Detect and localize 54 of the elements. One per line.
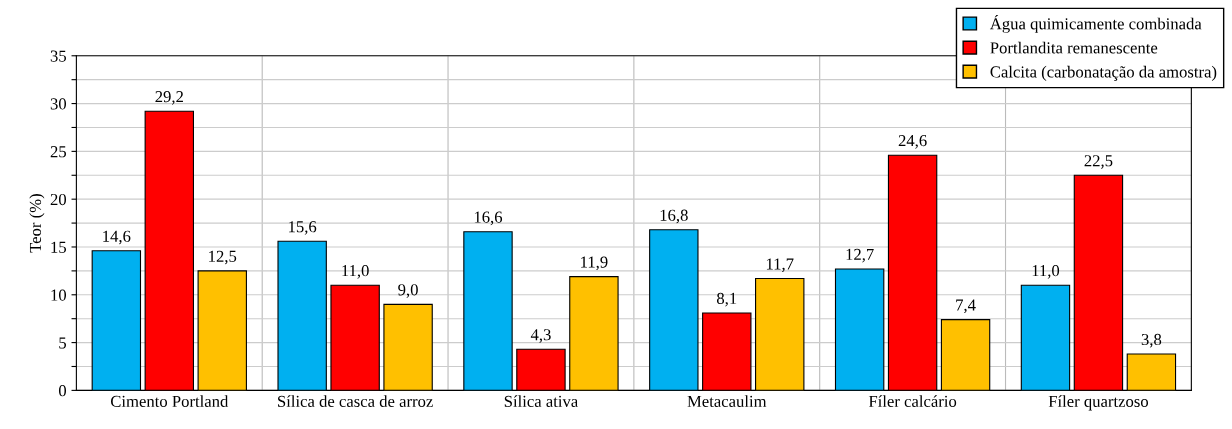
data-label: 14,6 bbox=[103, 230, 131, 245]
legend-label: Calcita (carbonatação da amostra) bbox=[990, 65, 1217, 81]
legend-label: Portlandita remanescente bbox=[990, 41, 1158, 54]
bar bbox=[887, 154, 938, 391]
data-label: 22,5 bbox=[1084, 155, 1113, 169]
bar bbox=[1126, 353, 1177, 391]
x-tick-label: Sílica ativa bbox=[504, 395, 578, 407]
data-label: 4,3 bbox=[530, 329, 551, 343]
bar bbox=[277, 240, 327, 391]
legend-label: Água quimicamente combinada bbox=[989, 15, 1202, 33]
x-tick-label: Fíler quartzoso bbox=[1048, 395, 1149, 411]
data-label: 3,8 bbox=[1141, 333, 1162, 348]
bar bbox=[649, 229, 699, 391]
data-label: 12,7 bbox=[846, 248, 874, 263]
x-tick-label: Fíler calcário bbox=[868, 395, 957, 407]
bar bbox=[516, 348, 566, 391]
bar bbox=[755, 277, 805, 391]
data-label: 16,8 bbox=[660, 209, 688, 224]
y-tick-label: 0 bbox=[58, 385, 67, 397]
y-tick-label: 20 bbox=[50, 193, 67, 206]
data-label: 8,1 bbox=[717, 292, 737, 307]
data-label: 9,0 bbox=[398, 284, 418, 298]
x-tick-label: Cimento Portland bbox=[110, 395, 229, 407]
data-label: 11,0 bbox=[342, 265, 369, 279]
y-tick-label: 25 bbox=[50, 146, 67, 158]
data-label: 7,4 bbox=[956, 299, 976, 314]
bar bbox=[834, 268, 885, 391]
y-tick-label: 15 bbox=[51, 241, 67, 253]
bar bbox=[144, 110, 195, 391]
y-tick-label: 5 bbox=[59, 337, 67, 349]
y-tick-label: 30 bbox=[50, 98, 67, 110]
bar bbox=[569, 276, 619, 391]
x-tick-label: Metacaulim bbox=[687, 395, 767, 407]
bar bbox=[91, 250, 142, 391]
y-axis-title: Teor (%) bbox=[29, 194, 45, 253]
bar bbox=[1073, 174, 1124, 391]
bar bbox=[1020, 284, 1071, 391]
data-label: 15,6 bbox=[289, 221, 317, 235]
bar bbox=[197, 270, 247, 391]
bar bbox=[383, 303, 433, 391]
data-label: 11,0 bbox=[1032, 265, 1060, 279]
y-tick-label: 35 bbox=[50, 50, 67, 62]
bar bbox=[463, 231, 513, 391]
y-tick-label: 10 bbox=[51, 289, 67, 301]
x-tick-label: Sílica de casca de arroz bbox=[278, 395, 433, 407]
data-label: 12,5 bbox=[209, 250, 237, 265]
bar bbox=[702, 312, 752, 391]
data-label: 16,6 bbox=[474, 211, 503, 226]
data-label: 11,9 bbox=[581, 256, 608, 271]
bar bbox=[330, 284, 380, 391]
data-label: 24,6 bbox=[898, 135, 927, 149]
data-label: 11,7 bbox=[766, 258, 794, 272]
bar bbox=[940, 319, 991, 391]
data-label: 29,2 bbox=[155, 91, 183, 105]
